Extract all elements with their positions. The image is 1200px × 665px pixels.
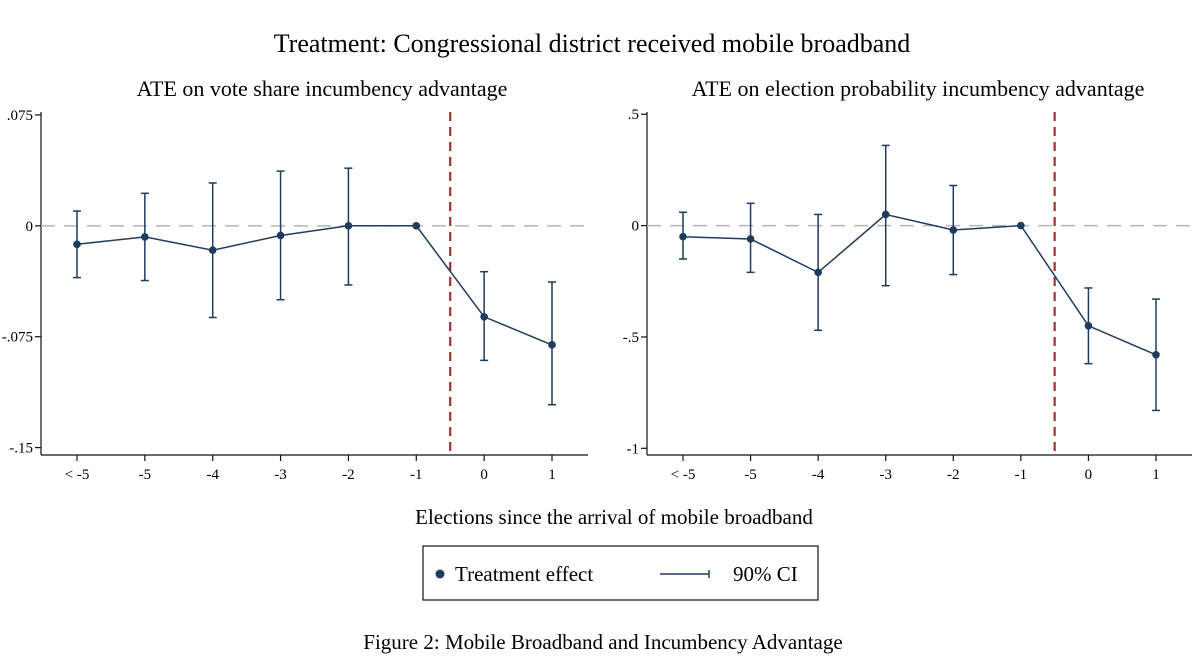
treatment-effect-point xyxy=(1084,322,1093,330)
x-tick-label: -3 xyxy=(274,467,287,483)
y-tick-label: -.15 xyxy=(9,441,33,457)
x-tick-label: -5 xyxy=(139,467,152,483)
election-probability-panel: ATE on election probability incumbency a… xyxy=(623,76,1192,483)
treatment-effect-point xyxy=(208,246,217,255)
treatment-effect-point xyxy=(480,312,488,321)
treatment-effect-point xyxy=(73,240,81,249)
y-tick-label: 0 xyxy=(26,219,34,235)
legend-ci-label: 90% CI xyxy=(733,562,798,586)
x-tick-label: -4 xyxy=(206,467,219,483)
x-tick-label: -1 xyxy=(410,467,423,483)
x-tick-label: < -5 xyxy=(671,467,696,483)
figure-caption: Figure 2: Mobile Broadband and Incumbenc… xyxy=(363,630,842,654)
treatment-effect-point xyxy=(814,268,822,277)
x-tick-label: -5 xyxy=(744,467,757,483)
x-tick-label: -4 xyxy=(812,467,825,483)
x-tick-label: -2 xyxy=(947,467,960,483)
treatment-effect-point xyxy=(141,233,149,241)
legend-box xyxy=(422,545,819,601)
y-tick-label: -1 xyxy=(627,441,640,457)
treatment-effect-point xyxy=(1017,221,1025,230)
y-tick-label: -.5 xyxy=(623,330,639,346)
treatment-effect-point xyxy=(344,222,353,230)
y-tick-label: .5 xyxy=(628,107,639,123)
x-tick-label: -3 xyxy=(879,467,892,483)
x-tick-label: 0 xyxy=(1085,467,1093,483)
treatment-effect-point xyxy=(679,232,687,241)
x-tick-label: 0 xyxy=(480,467,488,483)
x-axis-label: Elections since the arrival of mobile br… xyxy=(415,505,813,529)
legend-point-label: Treatment effect xyxy=(455,562,593,586)
x-tick-label: -1 xyxy=(1015,467,1028,483)
panel-title-election-probability: ATE on election probability incumbency a… xyxy=(692,76,1145,101)
legend: Treatment effect 90% CI xyxy=(422,545,819,601)
treatment-effect-line xyxy=(682,213,1157,356)
treatment-effect-point xyxy=(881,210,890,219)
treatment-effect-point xyxy=(412,222,421,230)
treatment-effect-point xyxy=(548,341,556,349)
treatment-effect-point xyxy=(949,226,958,234)
panel-title-vote-share: ATE on vote share incumbency advantage xyxy=(137,76,508,101)
x-tick-label: 1 xyxy=(548,467,556,483)
legend-point-marker xyxy=(435,569,445,579)
treatment-effect-point xyxy=(276,231,285,240)
treatment-effect-line xyxy=(76,225,553,346)
x-tick-label: < -5 xyxy=(65,467,90,483)
treatment-effect-point xyxy=(1152,350,1160,359)
y-tick-label: 0 xyxy=(632,219,640,235)
y-tick-label: -.075 xyxy=(2,330,33,346)
y-tick-label: .075 xyxy=(7,108,33,124)
x-tick-label: 1 xyxy=(1152,467,1160,483)
vote-share-panel: ATE on vote share incumbency advantage .… xyxy=(2,76,588,483)
x-tick-label: -2 xyxy=(342,467,355,483)
treatment-effect-point xyxy=(746,235,755,243)
main-title: Treatment: Congressional district receiv… xyxy=(274,29,911,58)
